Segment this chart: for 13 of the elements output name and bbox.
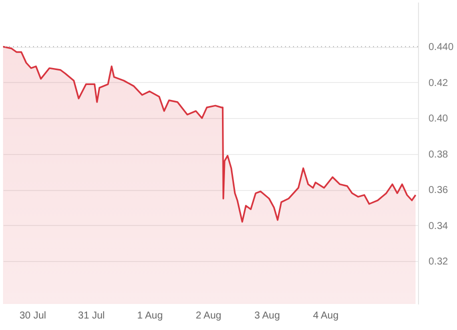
- x-tick-label: 31 Jul: [78, 310, 105, 322]
- x-tick-label: 2 Aug: [196, 310, 222, 322]
- x-tick-label: 1 Aug: [137, 310, 163, 322]
- x-tick-label: 4 Aug: [312, 310, 339, 322]
- x-tick-label: 30 Jul: [19, 310, 46, 322]
- y-tick-label: 0.34: [428, 220, 448, 232]
- y-tick-label: 0.36: [428, 185, 448, 196]
- y-tick-label: 0.38: [428, 149, 448, 160]
- y-tick-label: 0.42: [428, 78, 448, 89]
- y-tick-label: 0.32: [428, 256, 448, 268]
- y-tick-label: 0.40: [428, 114, 448, 125]
- y-tick-label: 0.440: [428, 42, 454, 54]
- x-tick-label: 3 Aug: [254, 310, 280, 322]
